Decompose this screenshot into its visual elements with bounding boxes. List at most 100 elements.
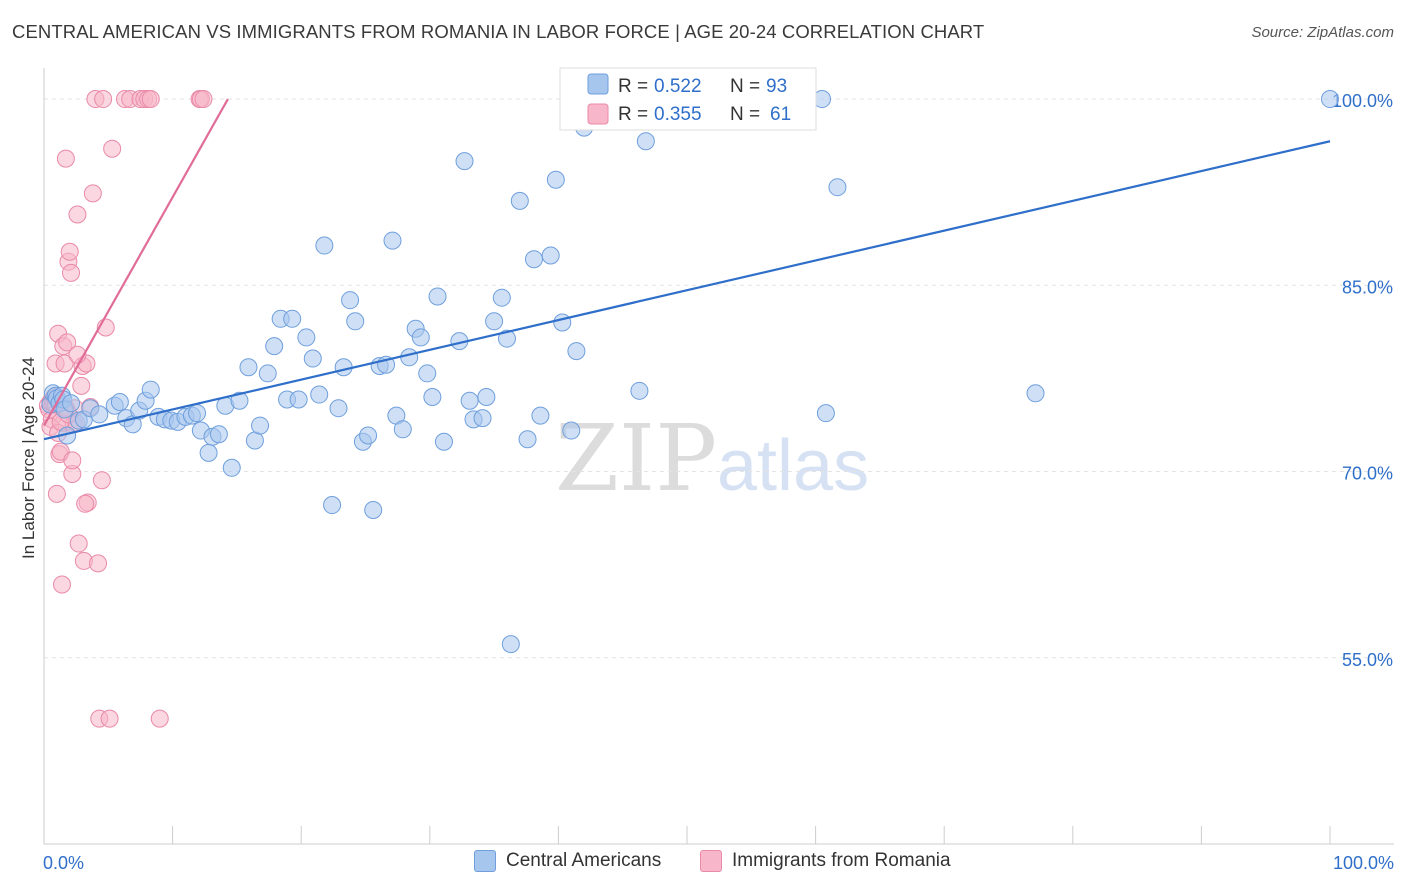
point-central [323, 496, 342, 515]
point-central [90, 405, 109, 424]
legend-item-romania: Immigrants from Romania [700, 850, 951, 872]
point-romania [62, 263, 81, 282]
point-central [188, 404, 207, 423]
point-romania [58, 333, 77, 352]
point-central [141, 380, 160, 399]
legend-item-central: Central Americans [474, 850, 661, 872]
point-central [1026, 384, 1045, 403]
point-central [518, 430, 537, 449]
point-central [230, 391, 249, 410]
legend-swatch-central [587, 73, 609, 95]
trendline-romania [43, 98, 229, 427]
point-central [209, 425, 228, 444]
legend-n-value-romania: 61 [770, 104, 791, 125]
point-romania [83, 184, 102, 203]
legend-r-label-central: R = [618, 76, 648, 97]
watermark-zip: ZIP [555, 405, 717, 512]
y-tick-label: 85.0% [1342, 277, 1393, 297]
point-romania [89, 554, 108, 573]
point-central [310, 385, 329, 404]
point-central [630, 381, 649, 400]
point-central [546, 170, 565, 189]
legend-swatch-romania [587, 103, 609, 125]
gridlines [44, 98, 1394, 659]
point-central [258, 364, 277, 383]
legend-stats: R = 0.522 N = 93 R = 0.355 N = 61 [559, 67, 817, 131]
watermark-atlas: atlas [717, 426, 869, 506]
point-central [265, 337, 284, 356]
point-central [524, 250, 543, 269]
legend-n-label-central: N = [730, 76, 760, 97]
legend-r-value-central: 0.522 [654, 76, 702, 97]
x-ticks [43, 826, 1331, 844]
point-central [492, 288, 511, 307]
point-romania [55, 354, 74, 373]
point-central [303, 349, 322, 368]
point-central [455, 152, 474, 171]
point-central [400, 348, 419, 367]
point-central [477, 388, 496, 407]
point-central [199, 443, 218, 462]
point-romania [76, 494, 95, 513]
point-central [1321, 90, 1339, 109]
point-central [828, 178, 847, 197]
point-central [222, 458, 241, 477]
point-central [816, 404, 835, 423]
point-romania [103, 139, 122, 158]
point-central [393, 420, 412, 439]
point-central [239, 358, 258, 377]
point-romania [92, 471, 111, 490]
point-central [329, 399, 348, 418]
point-central [418, 364, 437, 383]
point-central [364, 501, 383, 520]
point-central [510, 191, 529, 210]
point-central [636, 132, 655, 151]
source-label: Source: ZipAtlas.com [1251, 24, 1394, 41]
legend-r-label-romania: R = [618, 104, 648, 125]
point-central [553, 313, 572, 332]
y-tick-label: 55.0% [1342, 650, 1393, 670]
point-central [428, 287, 447, 306]
point-romania [94, 90, 113, 109]
point-romania [56, 149, 75, 168]
legend-r-value-romania: 0.355 [654, 104, 702, 125]
point-central [341, 291, 360, 310]
legend-n-label-romania: N = [730, 104, 760, 125]
point-central [383, 231, 402, 250]
point-central [346, 312, 365, 331]
y-tick-labels: 55.0% 70.0% 85.0% 100.0% [1332, 91, 1393, 670]
y-tick-label: 70.0% [1342, 464, 1393, 484]
point-central [531, 406, 550, 425]
point-romania [68, 205, 87, 224]
legend-swatch-central-bottom [474, 850, 496, 872]
point-central [297, 328, 316, 347]
point-central [497, 329, 516, 348]
point-central [251, 416, 270, 435]
point-central [334, 358, 353, 377]
point-romania [150, 709, 169, 728]
point-romania [141, 90, 160, 109]
point-romania [72, 376, 91, 395]
series-central-points [41, 90, 1339, 654]
trendline-central [43, 140, 1331, 441]
point-central [283, 309, 302, 328]
point-romania [194, 90, 213, 109]
y-axis-label: In Labor Force | Age 20-24 [19, 357, 38, 559]
point-central [434, 432, 453, 451]
point-central [501, 635, 520, 654]
point-central [567, 342, 586, 361]
point-central [460, 391, 479, 410]
legend-series: Central Americans Immigrants from Romani… [0, 850, 1406, 880]
point-central [562, 421, 581, 440]
axes [43, 68, 1394, 845]
point-central [485, 312, 504, 331]
legend-n-value-central: 93 [766, 76, 787, 97]
legend-label-romania: Immigrants from Romania [732, 850, 951, 871]
point-central [473, 409, 492, 428]
point-romania [53, 575, 72, 594]
point-central [62, 394, 81, 413]
chart-title: CENTRAL AMERICAN VS IMMIGRANTS FROM ROMA… [12, 21, 985, 42]
point-romania [60, 242, 79, 261]
point-central [411, 328, 430, 347]
